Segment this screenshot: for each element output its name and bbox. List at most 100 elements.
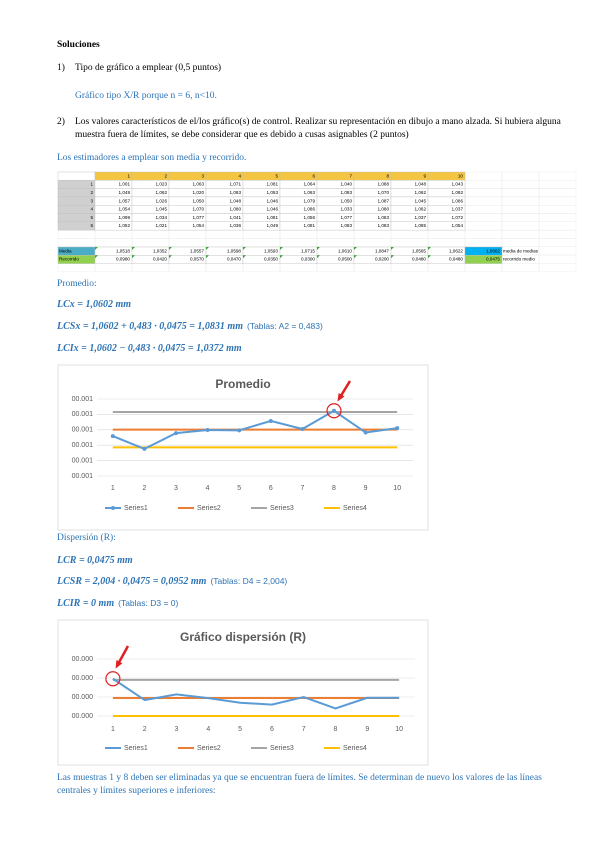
data-point [363, 430, 368, 435]
table-cell [168, 171, 207, 181]
sheet-grid [538, 205, 577, 214]
column-header: 4 [238, 173, 241, 178]
table-value: 1,054 [119, 207, 131, 212]
table-value: 1,0598 [227, 248, 241, 253]
legend-label: Series1 [124, 745, 148, 752]
legend-label: Series2 [197, 505, 221, 512]
table-value: 1,070 [193, 207, 205, 212]
table-value: 1,037 [452, 207, 464, 212]
total-label: recorrido medio [503, 257, 535, 262]
table-value: 1,0622 [449, 248, 463, 253]
legend-marker [111, 506, 115, 510]
y-tick-label: 00.000 [72, 675, 94, 682]
sheet-grid [501, 171, 540, 181]
table-cell [205, 171, 244, 181]
table-value: 1,021 [156, 223, 168, 228]
table-value: 0,0300 [301, 257, 315, 262]
sheet-grid [57, 263, 96, 272]
table-value: 1,023 [156, 182, 168, 187]
table-value: 1,054 [452, 223, 464, 228]
table-value: 1,081 [304, 223, 316, 228]
sheet-grid [427, 263, 466, 272]
formula: LCIR = 0 mm (Tablas: D3 = 0) [57, 597, 178, 611]
formula: LCSR = 2,004 · 0,0475 = 0,0952 mm (Tablas… [57, 575, 287, 589]
cell-flag [95, 247, 98, 250]
row-header: 4 [90, 207, 93, 212]
cell-flag [243, 247, 246, 250]
chart-title: Gráfico dispersión (R) [180, 630, 306, 644]
table-value: 1,036 [230, 223, 242, 228]
table-value: 1,054 [193, 223, 205, 228]
y-tick-label: 00.001 [72, 473, 94, 480]
column-header: 3 [201, 173, 204, 178]
table-cell [279, 171, 318, 181]
legend-label: Series3 [270, 505, 294, 512]
table-value: 1,0352 [153, 248, 167, 253]
table-cell [57, 213, 96, 223]
table-value: 1,0847 [375, 248, 389, 253]
row-header: Recorrido [59, 257, 79, 262]
table-value: 1,083 [341, 190, 353, 195]
sheet-grid [464, 238, 503, 247]
sheet-grid [316, 263, 355, 272]
sheet-grid [390, 238, 429, 247]
sheet-grid [94, 238, 133, 247]
item-text: Tipo de gráfico a emplear (0,5 puntos) [75, 63, 222, 73]
sheet-grid [538, 171, 577, 181]
highlight-circle [326, 403, 342, 419]
table-value: 1,053 [267, 190, 279, 195]
formula-note: (Tablas: D4 = 2,004) [210, 576, 288, 586]
sheet-grid [464, 213, 503, 222]
sheet-grid [501, 188, 540, 198]
sheet-grid [501, 263, 540, 272]
sheet-grid [538, 188, 577, 198]
column-header: 8 [386, 173, 389, 178]
table-cell [131, 171, 170, 181]
table-value: 1,045 [415, 198, 427, 203]
table-value: 1,062 [156, 190, 168, 195]
table-cell [242, 171, 281, 181]
cell-flag [428, 255, 431, 259]
table-cell [390, 171, 429, 181]
sheet-grid [279, 238, 318, 247]
item-number: 1) [57, 63, 65, 73]
table-cell [464, 255, 503, 264]
highlight-arrowhead [337, 393, 345, 402]
table-value: 1,037 [415, 215, 427, 220]
sheet-grid [538, 229, 577, 239]
table-value: 0,0420 [153, 257, 167, 262]
sheet-grid [168, 229, 207, 239]
table-cell [57, 171, 96, 181]
table-value: 0,0200 [375, 257, 389, 262]
title: Soluciones [57, 40, 100, 50]
cell-flag [354, 247, 357, 250]
table-value: 1,079 [304, 198, 316, 203]
row-header: 1 [90, 182, 93, 187]
column-header: 1 [127, 173, 130, 178]
sheet-grid [57, 238, 96, 247]
y-tick-label: 00.001 [72, 457, 94, 464]
cell-flag [206, 255, 209, 259]
sheet-grid [353, 263, 392, 272]
x-tick-label: 9 [364, 485, 368, 492]
formula-note: (Tablas: A2 = 0,483) [247, 321, 323, 331]
table-cell [427, 221, 466, 231]
table-value: 1,0715 [301, 248, 315, 253]
sheet-grid [242, 229, 281, 239]
sheet-grid [501, 196, 540, 206]
formula: LCR = 0,0475 mm [57, 554, 133, 568]
row-header: Media [59, 248, 72, 253]
sheet-grid [242, 263, 281, 272]
table-value: 1,083 [378, 223, 390, 228]
data-point [395, 426, 400, 431]
y-tick-label: 00.001 [72, 427, 94, 434]
sheet-grid [501, 229, 540, 239]
data-point [237, 428, 242, 433]
table-cell [57, 196, 96, 206]
data-point [142, 446, 147, 451]
table-value: 1,099 [119, 215, 131, 220]
legend-label: Series4 [343, 505, 367, 512]
table-cell [94, 171, 133, 181]
table-value: 0,0480 [449, 257, 463, 262]
cell-flag [280, 255, 283, 259]
